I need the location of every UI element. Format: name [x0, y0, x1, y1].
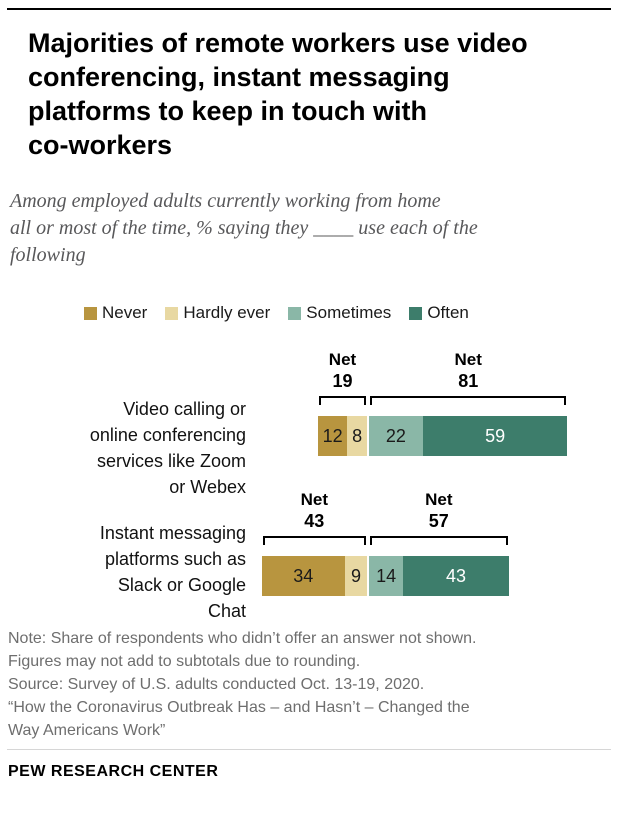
net-value: 43: [304, 511, 325, 531]
net-bracket-negative: [262, 536, 366, 545]
legend-label: Hardly ever: [183, 303, 271, 322]
net-positive: Net 57: [369, 490, 509, 532]
legend-label: Never: [102, 303, 148, 322]
bar-negative-half: 34 9: [261, 556, 367, 596]
often-swatch-icon: [409, 306, 423, 320]
bar-positive-half: 22 59: [369, 416, 568, 456]
chart-subtitle: Among employed adults currently working …: [10, 190, 478, 266]
bar-segment-sometimes: 22: [369, 416, 423, 456]
net-word: Net: [328, 350, 357, 369]
net-bracket-positive: [370, 536, 508, 545]
chart-row-instant-messaging: Instant messaging platforms such as Slac…: [0, 490, 618, 630]
bar-positive-half: 14 43: [369, 556, 509, 596]
bar-segment-hardly-ever: 9: [344, 556, 367, 596]
net-negative: Net 19: [318, 350, 367, 392]
top-divider: [7, 8, 611, 10]
legend: Never Hardly ever Sometimes Often: [84, 303, 469, 323]
diverging-bar-chart: Video calling or online conferencing ser…: [0, 350, 618, 630]
chart-row-video-calling: Video calling or online conferencing ser…: [0, 350, 618, 497]
hardly-ever-swatch-icon: [165, 306, 179, 320]
net-word: Net: [454, 350, 482, 369]
legend-item-hardly-ever: Hardly ever: [165, 303, 270, 323]
net-word: Net: [425, 490, 453, 509]
bar-segment-never: 12: [318, 416, 348, 456]
legend-label: Often: [427, 303, 469, 322]
net-value: 81: [458, 371, 479, 391]
bar-segment-often: 43: [403, 556, 509, 596]
bar-segment-hardly-ever: 8: [347, 416, 367, 456]
net-value: 19: [332, 371, 353, 391]
legend-label: Sometimes: [306, 303, 392, 322]
net-bracket-positive: [370, 396, 567, 405]
chart-title: Majorities of remote workers use video c…: [28, 28, 528, 160]
row-label: Video calling or online conferencing ser…: [89, 399, 246, 497]
bar-segment-often: 59: [422, 416, 568, 456]
net-word: Net: [300, 490, 329, 509]
legend-item-sometimes: Sometimes: [288, 303, 391, 323]
sometimes-swatch-icon: [288, 306, 302, 320]
never-swatch-icon: [84, 306, 97, 320]
bar-segment-sometimes: 14: [369, 556, 404, 596]
row-label: Instant messaging platforms such as Slac…: [99, 523, 246, 621]
net-value: 57: [428, 511, 449, 531]
net-bracket-negative: [319, 396, 366, 405]
legend-item-often: Often: [409, 303, 469, 323]
net-negative: Net 43: [262, 490, 367, 532]
legend-item-never: Never: [84, 303, 147, 323]
brand-pew-research-center: PEW RESEARCH CENTER: [8, 763, 219, 780]
net-positive: Net 81: [369, 350, 567, 392]
bar-negative-half: 12 8: [318, 416, 367, 456]
footer-divider: [7, 749, 611, 750]
note-source-text: Note: Share of respondents who didn’t of…: [8, 630, 477, 739]
bar-segment-never: 34: [261, 556, 345, 596]
